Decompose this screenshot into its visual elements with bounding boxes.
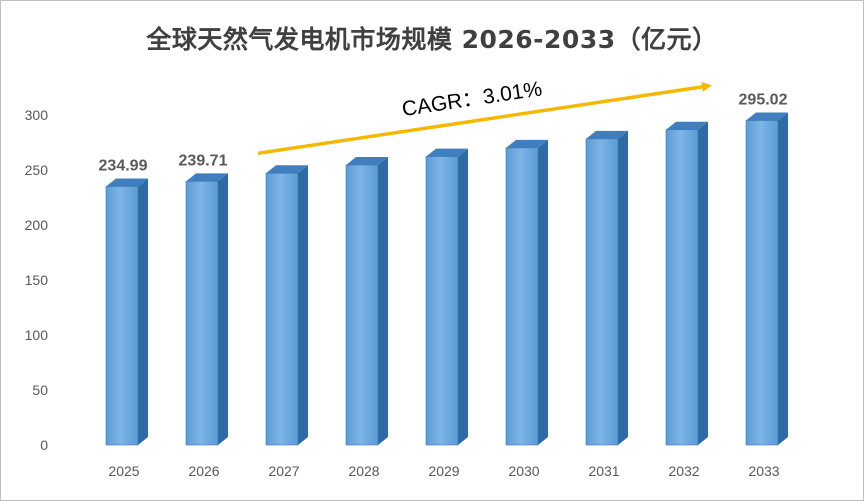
bar-side-face bbox=[138, 178, 148, 446]
bar-front-face bbox=[665, 129, 699, 446]
bar-2033 bbox=[745, 112, 788, 446]
bar-side-face bbox=[378, 157, 388, 446]
bar-front-face bbox=[505, 147, 539, 446]
y-tick-label: 0 bbox=[40, 437, 48, 453]
y-tick-label: 200 bbox=[25, 217, 49, 233]
bar-side-face bbox=[618, 130, 628, 445]
x-tick-label: 2032 bbox=[668, 463, 699, 479]
bar-front-face bbox=[265, 173, 299, 446]
x-tick-label: 2030 bbox=[508, 463, 539, 479]
bar-2029 bbox=[425, 148, 468, 446]
bar-2027 bbox=[265, 165, 308, 446]
bar-2030 bbox=[505, 139, 548, 446]
bar-2032 bbox=[665, 121, 708, 446]
y-tick-label: 250 bbox=[25, 162, 49, 178]
x-tick-label: 2027 bbox=[268, 463, 299, 479]
bar-top-face bbox=[586, 130, 628, 139]
bar-side-face bbox=[778, 112, 788, 445]
bar-2026 bbox=[185, 173, 228, 446]
chart-title: 全球天然气发电机市场规模 2026-2033（亿元） bbox=[146, 25, 718, 54]
bar-top-face bbox=[426, 148, 468, 157]
x-tick-label: 2031 bbox=[588, 463, 619, 479]
y-tick-label: 50 bbox=[32, 382, 48, 398]
x-tick-label: 2033 bbox=[748, 463, 779, 479]
x-tick-label: 2026 bbox=[188, 463, 219, 479]
bar-side-face bbox=[698, 121, 708, 446]
bar-front-face bbox=[745, 120, 779, 446]
y-tick-label: 150 bbox=[25, 272, 49, 288]
bar-front-face bbox=[105, 186, 139, 446]
bar-top-face bbox=[266, 165, 308, 174]
bar-front-face bbox=[345, 164, 379, 446]
x-tick-label: 2028 bbox=[348, 463, 379, 479]
bar-2025 bbox=[105, 178, 148, 446]
bar-front-face bbox=[585, 138, 619, 446]
bar-side-face bbox=[298, 165, 308, 446]
bar-top-face bbox=[346, 157, 388, 166]
bar-front-face bbox=[425, 156, 459, 446]
bar-top-face bbox=[506, 139, 548, 148]
bar-top-face bbox=[186, 173, 228, 182]
bar-side-face bbox=[458, 148, 468, 445]
bar-2028 bbox=[345, 157, 388, 446]
bar-top-face bbox=[746, 112, 788, 121]
y-tick-label: 300 bbox=[25, 107, 49, 123]
data-label: 234.99 bbox=[99, 158, 148, 175]
bar-top-face bbox=[106, 178, 148, 187]
bar-side-face bbox=[218, 173, 228, 445]
bar-side-face bbox=[538, 139, 548, 445]
bar-2031 bbox=[585, 130, 628, 446]
bar-front-face bbox=[185, 181, 219, 446]
x-tick-label: 2025 bbox=[108, 463, 139, 479]
bar-top-face bbox=[666, 121, 708, 130]
y-tick-label: 100 bbox=[25, 327, 49, 343]
cagr-arrow bbox=[257, 81, 712, 156]
data-label: 295.02 bbox=[739, 91, 788, 108]
data-label: 239.71 bbox=[179, 152, 228, 169]
x-tick-label: 2029 bbox=[428, 463, 459, 479]
